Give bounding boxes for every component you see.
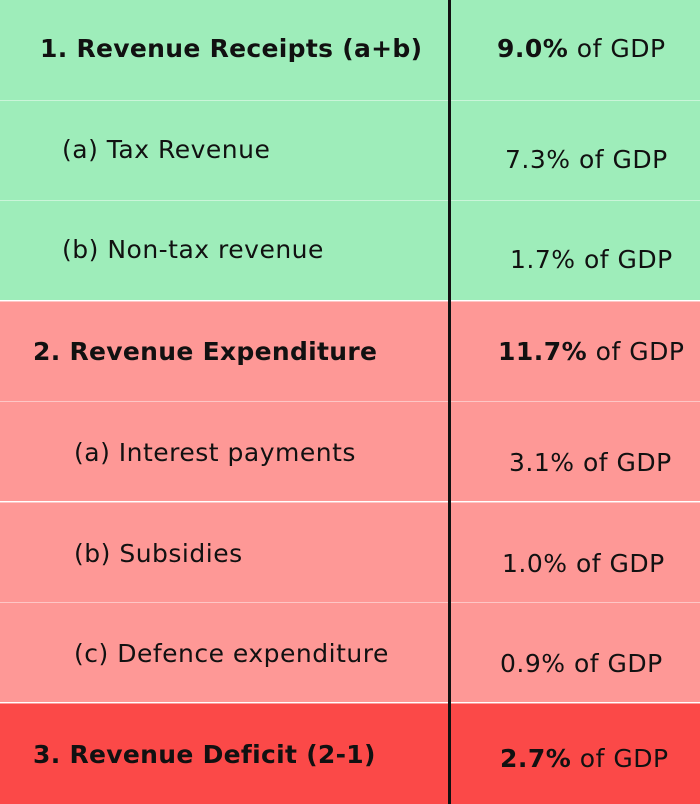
value-bold: 11.7% — [498, 337, 588, 366]
row-value: 1.7% of GDP — [510, 245, 673, 274]
table-row-non-tax-revenue: (b) Non-tax revenue 1.7% of GDP — [0, 200, 700, 300]
row-label: (a) Interest payments — [74, 438, 356, 467]
row-value: 1.0% of GDP — [502, 549, 665, 578]
row-label: (b) Subsidies — [74, 539, 243, 568]
row-value: 9.0% of GDP — [497, 34, 666, 63]
row-value: 2.7% of GDP — [500, 744, 669, 773]
row-label: (a) Tax Revenue — [62, 135, 271, 164]
value-rest: 0.9% of GDP — [500, 649, 663, 678]
table-row-defence-expenditure: (c) Defence expenditure 0.9% of GDP — [0, 602, 700, 702]
value-rest: 3.1% of GDP — [509, 448, 672, 477]
value-rest: of GDP — [587, 337, 685, 366]
value-bold: 9.0% — [497, 34, 569, 63]
row-value: 11.7% of GDP — [498, 337, 684, 366]
table-row-revenue-receipts: 1. Revenue Receipts (a+b) 9.0% of GDP — [0, 0, 700, 100]
row-label: (b) Non-tax revenue — [62, 235, 324, 264]
column-divider — [448, 0, 451, 804]
table-row-subsidies: (b) Subsidies 1.0% of GDP — [0, 502, 700, 602]
table-row-interest-payments: (a) Interest payments 3.1% of GDP — [0, 401, 700, 501]
row-label: 1. Revenue Receipts (a+b) — [40, 34, 423, 63]
row-label: 3. Revenue Deficit (2-1) — [33, 740, 376, 769]
value-rest: 1.0% of GDP — [502, 549, 665, 578]
row-value: 7.3% of GDP — [505, 145, 668, 174]
value-rest: 1.7% of GDP — [510, 245, 673, 274]
value-rest: of GDP — [568, 34, 666, 63]
table-row-tax-revenue: (a) Tax Revenue 7.3% of GDP — [0, 100, 700, 200]
row-value: 3.1% of GDP — [509, 448, 672, 477]
table-row-revenue-deficit: 3. Revenue Deficit (2-1) 2.7% of GDP — [0, 703, 700, 804]
table-row-revenue-expenditure: 2. Revenue Expenditure 11.7% of GDP — [0, 301, 700, 401]
row-label: 2. Revenue Expenditure — [33, 337, 378, 366]
value-bold: 2.7% — [500, 744, 572, 773]
row-value: 0.9% of GDP — [500, 649, 663, 678]
row-label: (c) Defence expenditure — [74, 639, 389, 668]
value-rest: 7.3% of GDP — [505, 145, 668, 174]
value-rest: of GDP — [571, 744, 669, 773]
